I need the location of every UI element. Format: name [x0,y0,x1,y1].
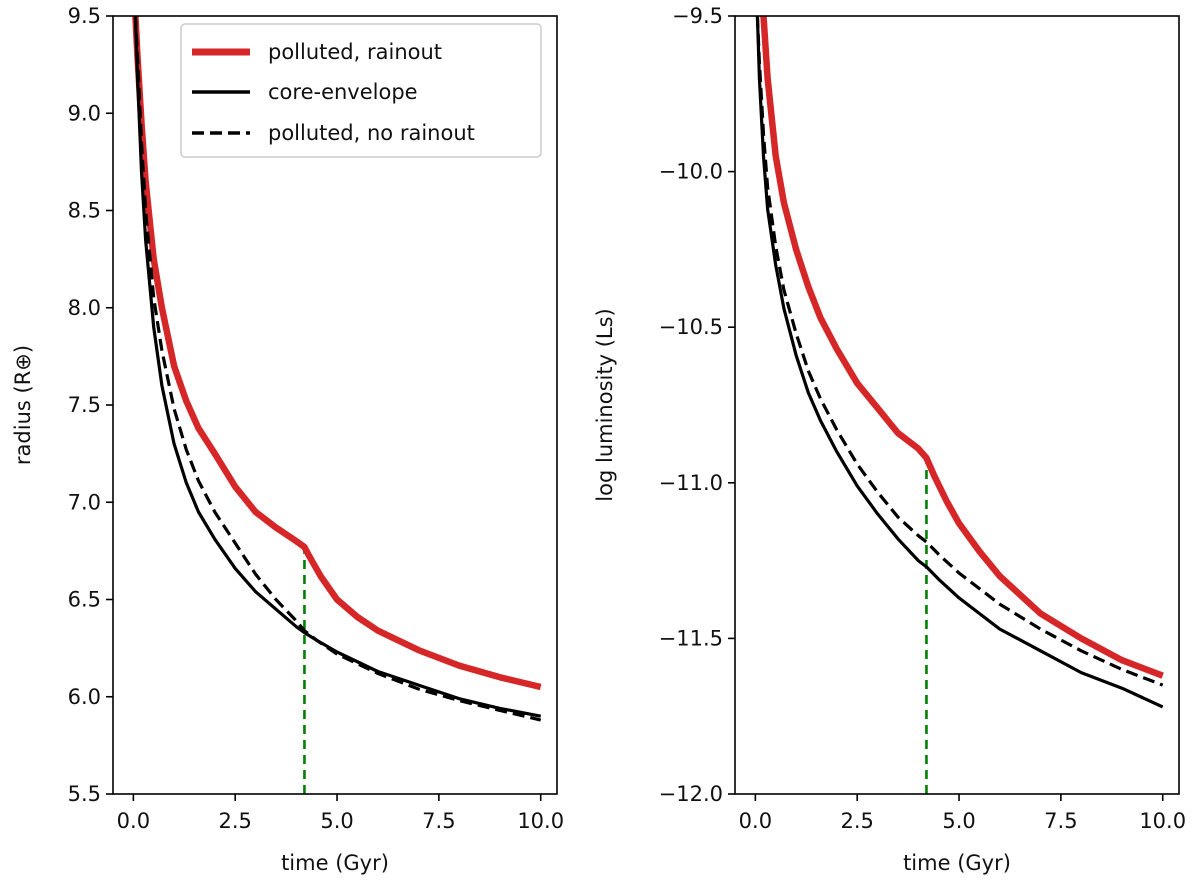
luminosity-x-tick-label: 5.0 [942,809,975,833]
radius-y-tick-label: 5.5 [68,782,101,806]
radius-x-tick-label: 0.0 [117,809,150,833]
radius-series-polluted-no-rainout [133,16,542,722]
radius-plot-area [132,16,542,794]
luminosity-x-tick-label: 2.5 [840,809,873,833]
luminosity-axes-frame [734,15,1180,795]
radius-x-axis-label: time (Gyr) [281,851,389,875]
radius-y-tick-label: 9.0 [68,101,101,125]
legend-label-polluted-rainout: polluted, rainout [268,40,442,64]
luminosity-series-polluted-no-rainout [755,16,1164,687]
legend-label-core-envelope: core-envelope [268,80,418,104]
radius-panel: 0.0 2.5 5.0 7.5 10.0 5.5 6.0 6.5 7.0 7.5 8.0 8.5 9.0… [11,4,564,875]
luminosity-y-tick-label: −11.0 [659,471,723,495]
luminosity-panel: 0.0 2.5 5.0 7.5 10.0 −12.0 −11.5 −11.0 −10.5 −10.… [593,4,1186,875]
radius-ticks: 0.0 2.5 5.0 7.5 10.0 5.5 6.0 6.5 7.0 7.5 8.0 8.5 9.0… [68,4,564,833]
luminosity-series-core-envelope [755,16,1164,709]
radius-y-tick-label: 7.5 [68,393,101,417]
luminosity-x-tick-label: 10.0 [1139,809,1186,833]
legend-box [180,23,542,158]
radius-x-tick-label: 10.0 [517,809,564,833]
radius-x-tick-label: 2.5 [218,809,251,833]
luminosity-ticks: 0.0 2.5 5.0 7.5 10.0 −12.0 −11.5 −11.0 −10.5 −10.… [659,4,1186,833]
radius-y-tick-label: 6.5 [68,588,101,612]
radius-y-axis-label: radius (R⊕) [11,345,35,465]
luminosity-x-tick-label: 0.0 [739,809,772,833]
radius-y-tick-label: 8.0 [68,296,101,320]
luminosity-y-tick-label: −10.5 [659,315,723,339]
luminosity-y-tick-label: −11.5 [659,626,723,650]
luminosity-x-tick-label: 7.5 [1044,809,1077,833]
radius-x-tick-label: 7.5 [422,809,455,833]
legend: polluted, rainout core-envelope polluted… [180,23,542,158]
radius-axes-frame [112,15,558,795]
luminosity-y-tick-label: −10.0 [659,160,723,184]
radius-y-tick-label: 8.5 [68,199,101,223]
luminosity-y-axis-label: log luminosity (Ls) [593,308,617,501]
luminosity-y-tick-label: −9.5 [672,4,723,28]
radius-x-tick-label: 5.0 [320,809,353,833]
radius-y-tick-label: 9.5 [68,4,101,28]
radius-y-tick-label: 7.0 [68,490,101,514]
radius-y-tick-label: 6.0 [68,685,101,709]
luminosity-series-polluted-rainout [760,16,1164,679]
legend-label-polluted-no-rainout: polluted, no rainout [268,121,475,145]
luminosity-x-axis-label: time (Gyr) [903,851,1011,875]
luminosity-plot-area [755,16,1164,794]
radius-series-polluted-rainout [132,16,542,691]
luminosity-y-tick-label: −12.0 [659,782,723,806]
radius-series-core-envelope [133,16,542,718]
